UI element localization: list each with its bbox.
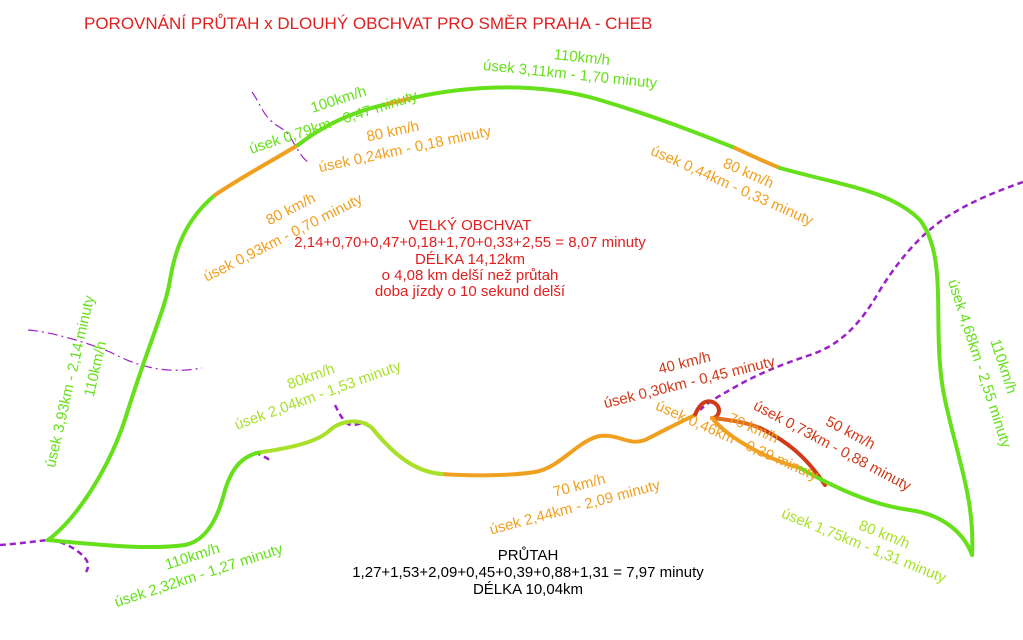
border-line-left (27, 329, 203, 371)
border-line-top-left (251, 91, 309, 163)
border-line-right (699, 180, 1023, 411)
obchvat-segment-1 (46, 193, 217, 542)
prutah-segment-3b (370, 426, 444, 476)
prutah-summary-sum: 1,27+1,53+2,09+0,45+0,39+0,88+1,31 = 7,9… (352, 564, 704, 581)
obchvat-segment-2 (213, 143, 300, 197)
obchvat-segment-3 (296, 102, 390, 147)
obchvat-segment-5 (410, 85, 737, 150)
prutah-summary-title: PRŮTAH (498, 546, 559, 564)
obchvat-summary-title: VELKÝ OBCHVAT (409, 217, 532, 234)
prutah-segment-4 (693, 399, 721, 420)
obchvat-summary-longer: o 4,08 km delší než průtah (382, 267, 559, 284)
label-s5-speed: 110km/h (553, 46, 611, 69)
prutah-segment-5b (710, 416, 802, 470)
map-title: POROVNÁNÍ PRŮTAH x DLOUHÝ OBCHVAT PRO SM… (84, 14, 652, 33)
obchvat-segment-6 (733, 146, 782, 170)
prutah-route (46, 399, 974, 557)
label-p6-section: úsek 0,73km - 0,88 minuty (750, 397, 914, 495)
obchvat-summary-time-diff: doba jízdy o 10 sekund delší (375, 283, 566, 300)
border-line-bottom-left (0, 538, 90, 573)
obchvat-summary: VELKÝ OBCHVAT 2,14+0,70+0,47+0,18+1,70+0… (294, 217, 646, 300)
obchvat-route (46, 85, 975, 557)
prutah-segment-5 (710, 416, 762, 430)
obchvat-summary-length: DÉLKA 14,12km (415, 251, 525, 268)
prutah-segment-7 (798, 466, 974, 557)
prutah-summary: PRŮTAH 1,27+1,53+2,09+0,45+0,39+0,88+1,3… (352, 546, 704, 598)
obchvat-segment-4 (386, 96, 414, 106)
prutah-segment-3a (440, 413, 697, 478)
label-p5-section: úsek 0,46km - 0,39 minuty (653, 397, 821, 484)
prutah-segment-1 (46, 450, 264, 550)
obchvat-labels: 110km/h úsek 3,93km - 2,14 minuty 80 km/… (42, 46, 1020, 469)
obchvat-summary-sum: 2,14+0,70+0,47+0,18+1,70+0,33+2,55 = 8,0… (294, 234, 646, 251)
prutah-summary-length: DÉLKA 10,04km (473, 581, 583, 598)
label-s6-section: úsek 0,44km - 0,33 minuty (648, 142, 816, 229)
obchvat-segment-7 (778, 166, 975, 557)
